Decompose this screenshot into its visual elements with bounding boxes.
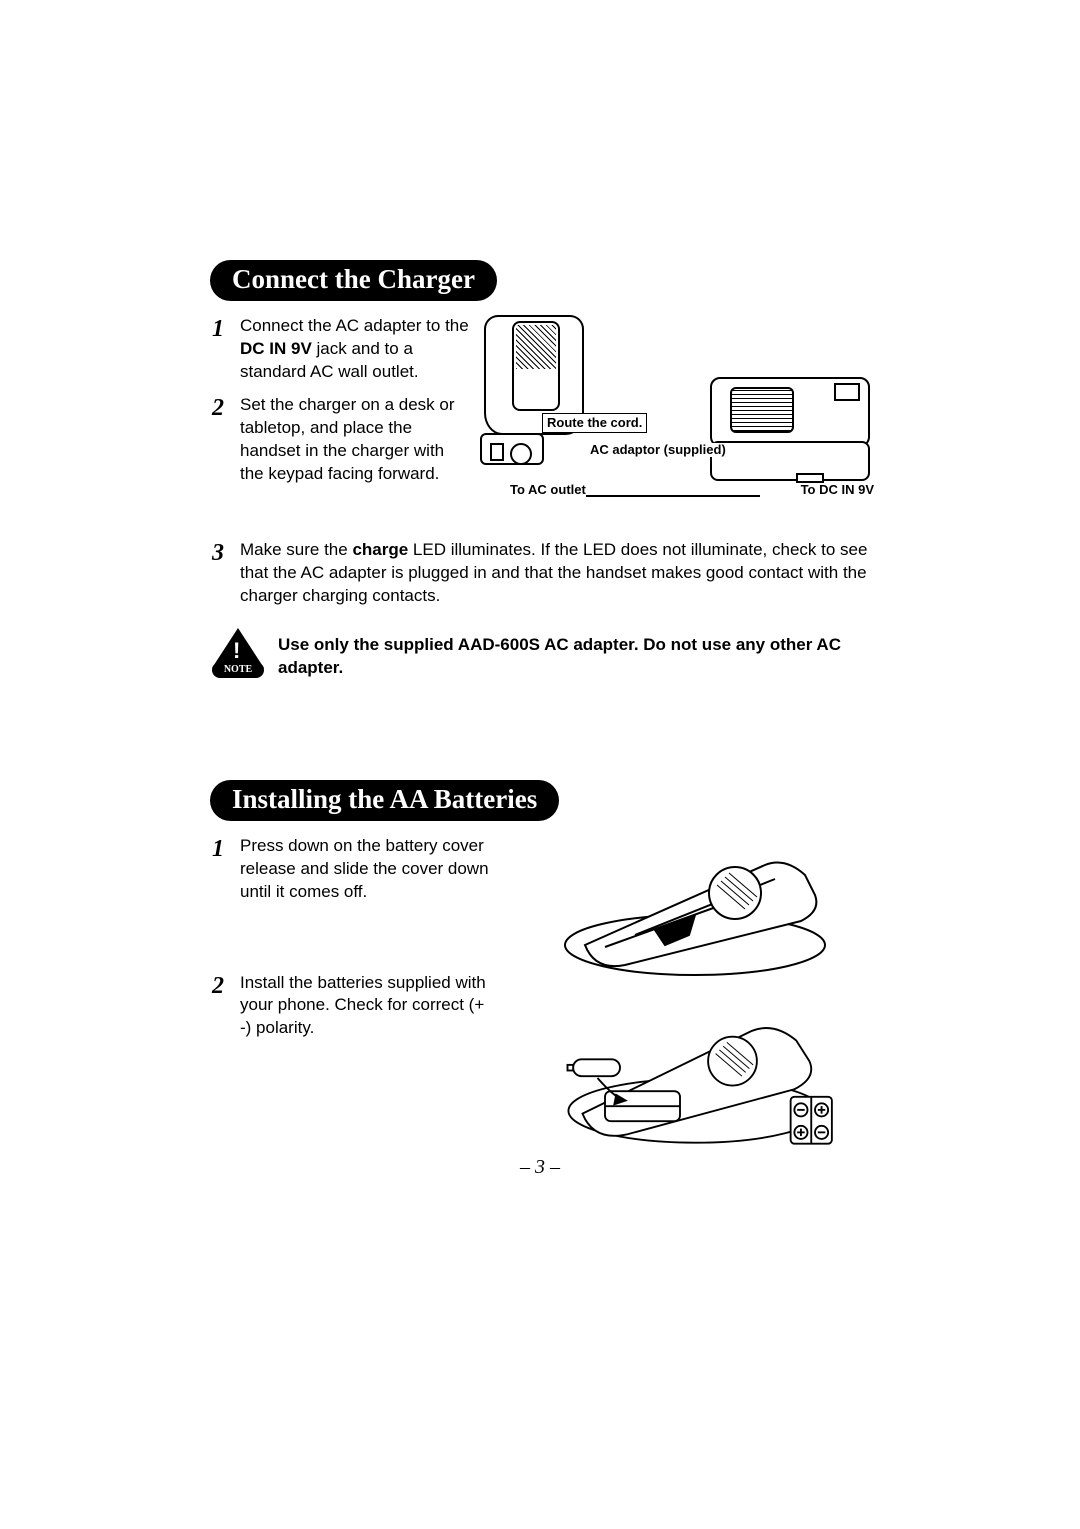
section1-upper-row: 1 Connect the AC adapter to the DC IN 9V… bbox=[210, 315, 870, 515]
note-label: NOTE bbox=[212, 662, 264, 678]
section2-steps: 1 Press down on the battery cover releas… bbox=[210, 835, 500, 1153]
note-warning-icon: NOTE bbox=[212, 628, 264, 676]
section1-title-pill: Connect the Charger bbox=[210, 260, 497, 301]
step-number: 1 bbox=[212, 317, 240, 341]
step-2: 2 Set the charger on a desk or tabletop,… bbox=[212, 394, 470, 486]
step3-bold: charge bbox=[352, 540, 408, 559]
section1-title: Connect the Charger bbox=[232, 264, 475, 294]
s2-step-1: 1 Press down on the battery cover releas… bbox=[212, 835, 500, 904]
callout-to-dcin: To DC IN 9V bbox=[801, 483, 874, 497]
step-1-text: Connect the AC adapter to the DC IN 9V j… bbox=[240, 315, 470, 384]
step-1: 1 Connect the AC adapter to the DC IN 9V… bbox=[212, 315, 470, 384]
step-3: 3 Make sure the charge LED illuminates. … bbox=[212, 539, 870, 608]
step-2-text: Set the charger on a desk or tabletop, a… bbox=[240, 394, 470, 486]
battery-diagrams bbox=[520, 835, 870, 1153]
charger-diagram: Route the cord. AC adaptor (supplied) To… bbox=[480, 315, 870, 515]
callout-ac-adaptor-text: AC adaptor (supplied) bbox=[590, 442, 726, 457]
callout-ac-adaptor: AC adaptor (supplied) bbox=[590, 443, 726, 457]
step3-pre: Make sure the bbox=[240, 540, 352, 559]
note-text: Use only the supplied AAD-600S AC adapte… bbox=[278, 628, 870, 680]
step1-pre: Connect the AC adapter to the bbox=[240, 316, 469, 335]
section2-body: 1 Press down on the battery cover releas… bbox=[210, 835, 870, 1153]
battery-cover-diagram bbox=[520, 835, 870, 985]
section-installing-batteries: Installing the AA Batteries 1 Press down… bbox=[210, 780, 870, 1153]
section-connect-charger: Connect the Charger 1 Connect the AC ada… bbox=[210, 260, 870, 680]
step-number: 2 bbox=[212, 974, 240, 998]
note-block: NOTE Use only the supplied AAD-600S AC a… bbox=[210, 628, 870, 680]
diagram-cradle-top bbox=[710, 377, 870, 447]
step-number: 1 bbox=[212, 837, 240, 861]
diagram-cradle-bottom bbox=[710, 441, 870, 481]
diagram-charger-front bbox=[480, 433, 544, 465]
step-number: 2 bbox=[212, 396, 240, 420]
s2-step-2: 2 Install the batteries supplied with yo… bbox=[212, 972, 500, 1041]
step-3-text: Make sure the charge LED illuminates. If… bbox=[240, 539, 870, 608]
s2-step2-text: Install the batteries supplied with your… bbox=[240, 972, 500, 1041]
s2-step1-text: Press down on the battery cover release … bbox=[240, 835, 500, 904]
section2-title: Installing the AA Batteries bbox=[232, 784, 537, 814]
step-number: 3 bbox=[212, 541, 240, 565]
callout-to-outlet: To AC outlet bbox=[510, 483, 586, 497]
page-number: – 3 – bbox=[0, 1156, 1080, 1179]
section2-title-pill: Installing the AA Batteries bbox=[210, 780, 559, 821]
step1-bold: DC IN 9V bbox=[240, 339, 312, 358]
section1-steps-1-2: 1 Connect the AC adapter to the DC IN 9V… bbox=[210, 315, 470, 515]
callout-route-cord: Route the cord. bbox=[542, 413, 647, 433]
battery-install-diagram bbox=[520, 1003, 870, 1153]
section1-step3: 3 Make sure the charge LED illuminates. … bbox=[210, 539, 870, 608]
